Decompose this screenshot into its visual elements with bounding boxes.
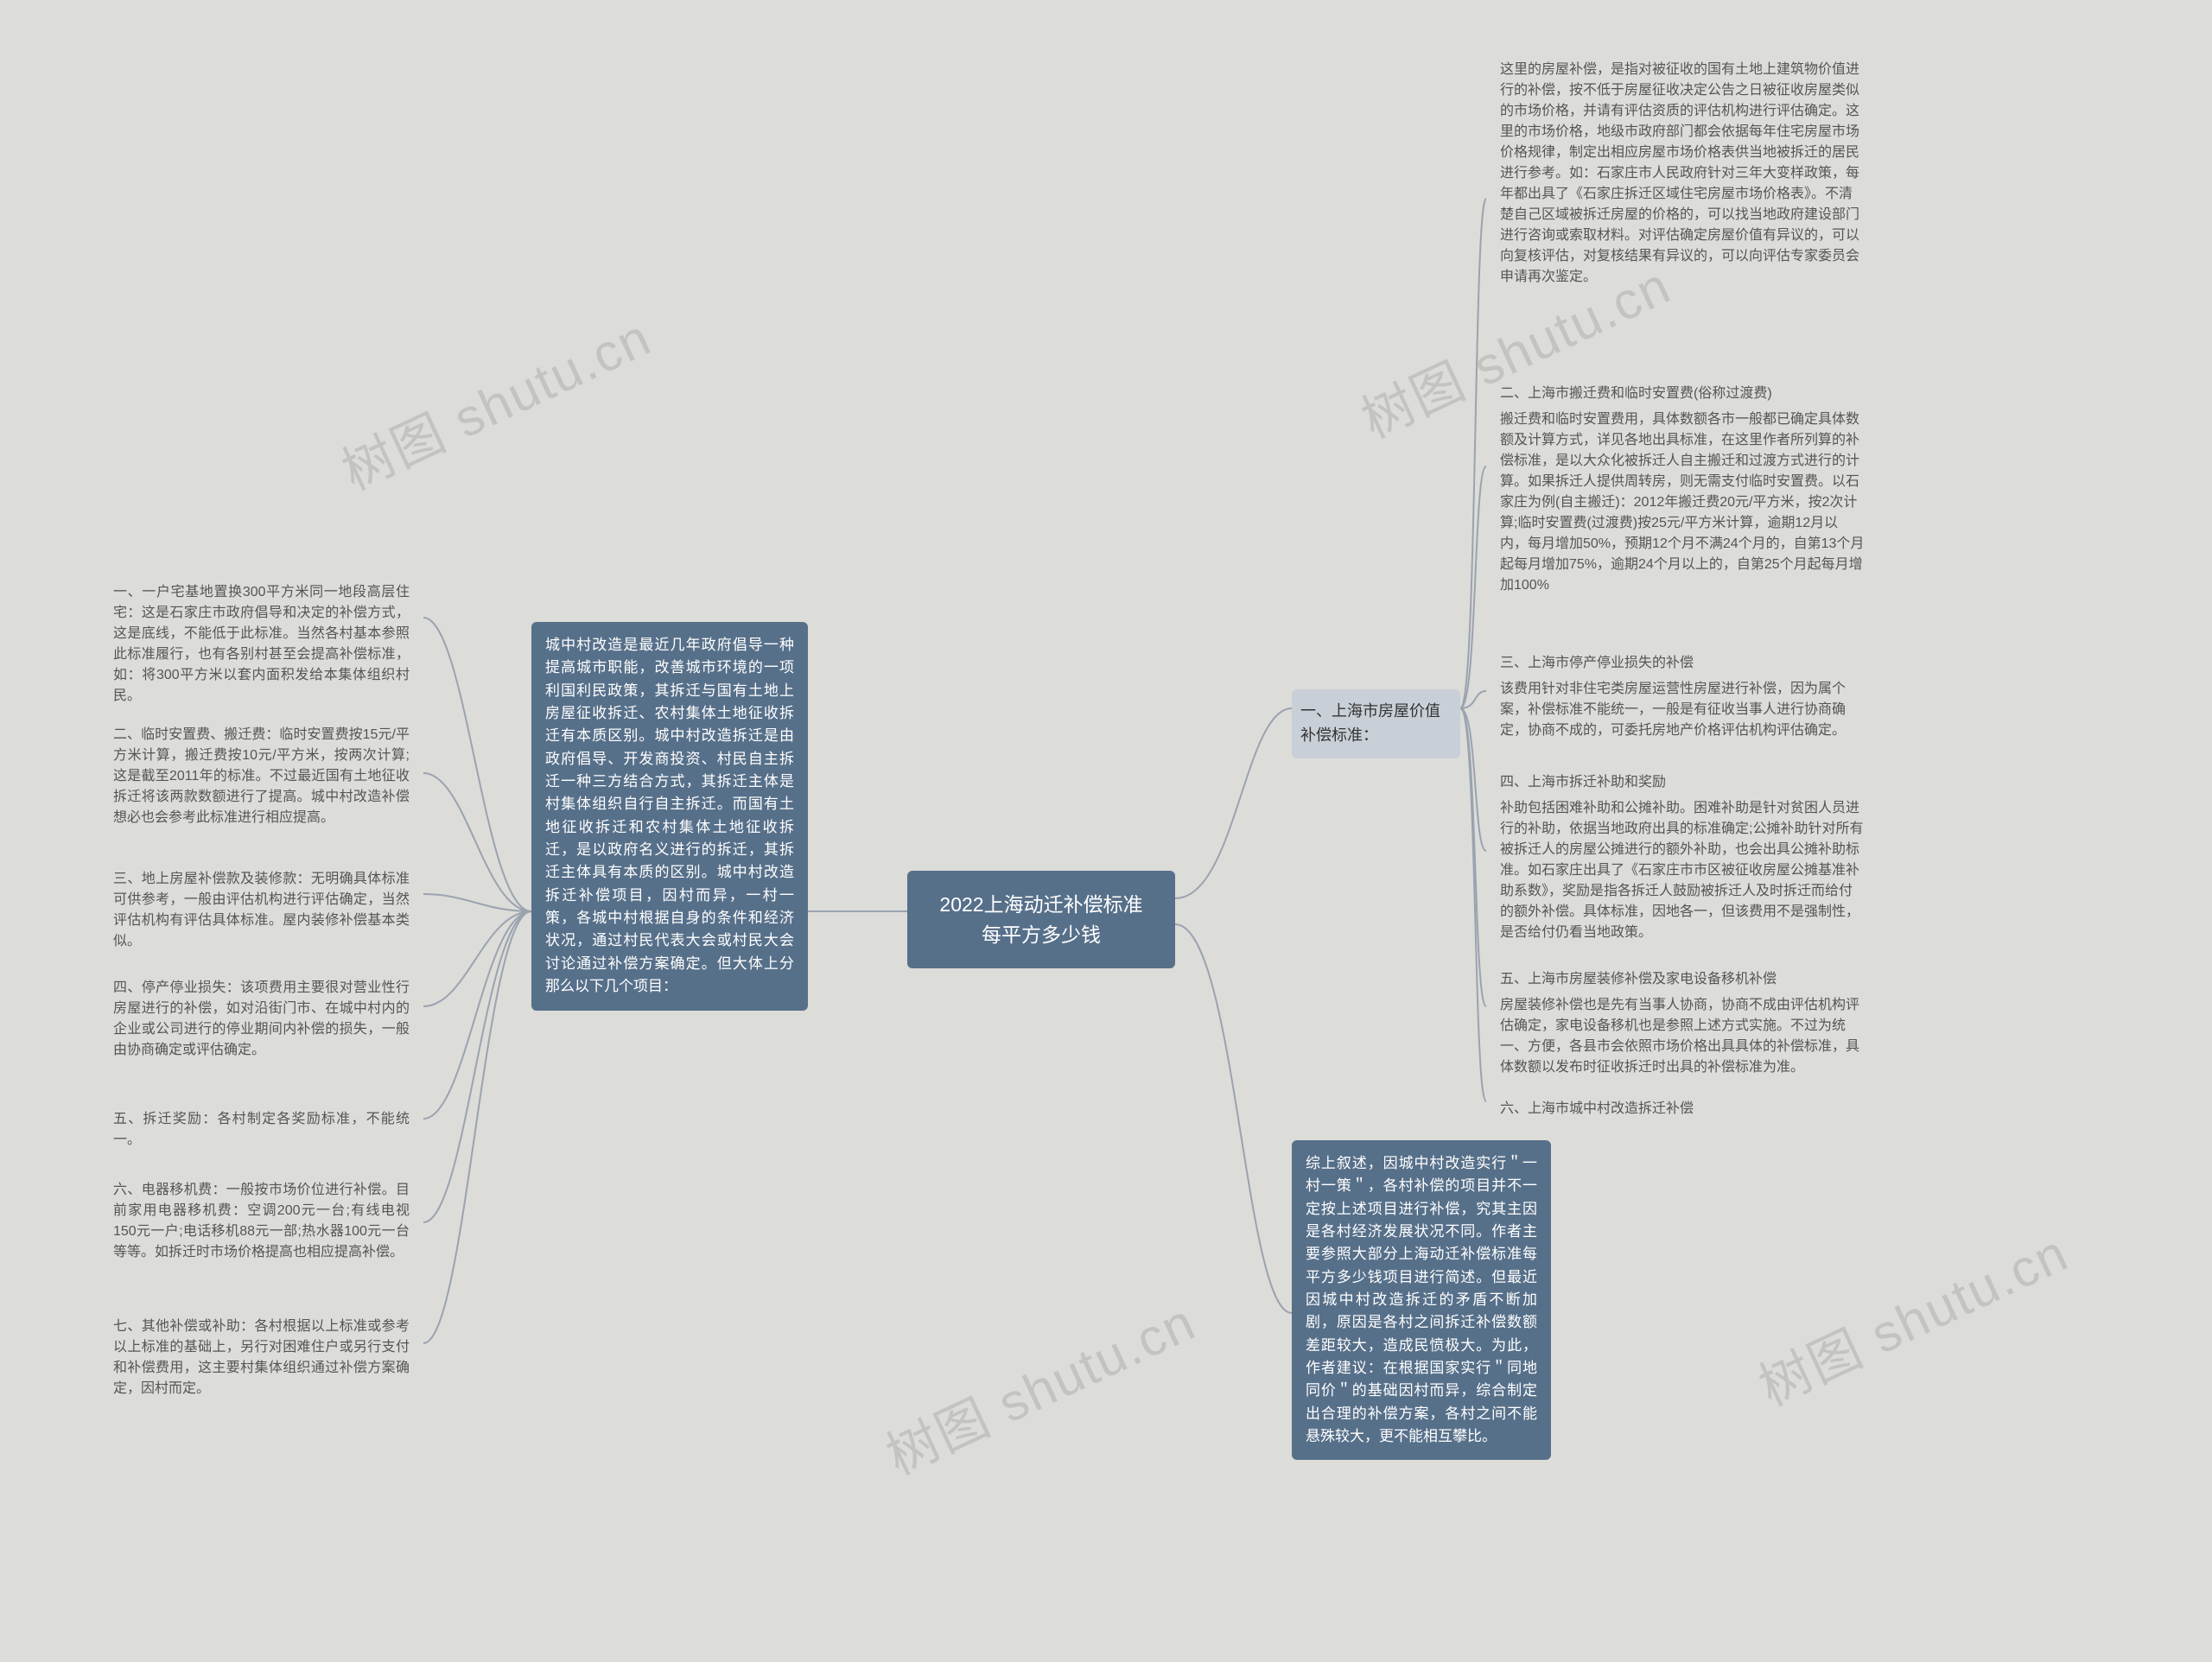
rb4-label: 四、上海市拆迁补助和奖励 xyxy=(1500,772,1866,793)
rb3-text: 该费用针对非住宅类房屋运营性房屋进行补偿，因为属个案，补偿标准不能统一，一般是有… xyxy=(1500,682,1846,738)
right-block-4: 四、上海市拆迁补助和奖励 补助包括困难补助和公摊补助。困难补助是针对贫困人员进行… xyxy=(1486,760,1879,955)
left-item-6: 六、电器移机费：一般按市场价位进行补偿。目前家用电器移机费：空调200元一台;有… xyxy=(99,1168,423,1275)
right-block-6: 六、上海市城中村改造拆迁补偿 xyxy=(1486,1087,1879,1132)
rb6-label: 六、上海市城中村改造拆迁补偿 xyxy=(1500,1101,1694,1116)
rb2-text: 搬迁费和临时安置费用，具体数额各市一般都已确定具体数额及计算方式，详见各地出具标… xyxy=(1500,412,1864,593)
rb5-text: 房屋装修补偿也是先有当事人协商，协商不成由评估机构评估确定，家电设备移机也是参照… xyxy=(1500,998,1859,1075)
left-item-3: 三、地上房屋补偿款及装修款：无明确具体标准可供参考，一般由评估机构进行评估确定，… xyxy=(99,857,423,964)
root-node: 2022上海动迁补偿标准每平方多少钱 xyxy=(907,871,1175,968)
watermark: 树图 shutu.cn xyxy=(873,1281,1206,1490)
right-block-3: 三、上海市停产停业损失的补偿 该费用针对非住宅类房屋运营性房屋进行补偿，因为属个… xyxy=(1486,641,1879,753)
right-heading-node: 一、上海市房屋价值补偿标准： xyxy=(1292,689,1460,758)
rb2-label: 二、上海市搬迁费和临时安置费(俗称过渡费) xyxy=(1500,384,1866,404)
rb3-label: 三、上海市停产停业损失的补偿 xyxy=(1500,653,1866,674)
left-item-7: 七、其他补偿或补助：各村根据以上标准或参考以上标准的基础上，另行对困难住户或另行… xyxy=(99,1304,423,1411)
right-block-1: 这里的房屋补偿，是指对被征收的国有土地上建筑物价值进行的补偿，按不低于房屋征收决… xyxy=(1486,48,1879,300)
left-item-5: 五、拆迁奖励：各村制定各奖励标准，不能统一。 xyxy=(99,1097,423,1163)
mid-r2 xyxy=(1344,484,1460,508)
left-intro-node: 城中村改造是最近几年政府倡导一种提高城市职能，改善城市环境的一项利国利民政策，其… xyxy=(531,622,808,1011)
conclusion-node: 综上叙述，因城中村改造实行＂一村一策＂，各村补偿的项目并不一定按上述项目进行补偿… xyxy=(1292,1140,1551,1460)
rb5-label: 五、上海市房屋装修补偿及家电设备移机补偿 xyxy=(1500,969,1866,990)
watermark: 树图 shutu.cn xyxy=(328,296,662,505)
left-item-4: 四、停产停业损失：该项费用主要很对营业性行房屋进行的补偿，如对沿街门市、在城中村… xyxy=(99,966,423,1073)
watermark: 树图 shutu.cn xyxy=(1745,1212,2079,1421)
right-block-2: 二、上海市搬迁费和临时安置费(俗称过渡费) 搬迁费和临时安置费用，具体数额各市一… xyxy=(1486,371,1879,608)
left-item-1: 一、一户宅基地置换300平方米同一地段高层住宅：这是石家庄市政府倡导和决定的补偿… xyxy=(99,570,423,719)
rb4-text: 补助包括困难补助和公摊补助。困难补助是针对贫困人员进行的补助，依据当地政府出具的… xyxy=(1500,801,1863,940)
rb1-text: 这里的房屋补偿，是指对被征收的国有土地上建筑物价值进行的补偿，按不低于房屋征收决… xyxy=(1500,62,1859,284)
left-item-2: 二、临时安置费、搬迁费：临时安置费按15元/平方米计算，搬迁费按10元/平方米，… xyxy=(99,713,423,841)
right-block-5: 五、上海市房屋装修补偿及家电设备移机补偿 房屋装修补偿也是先有当事人协商，协商不… xyxy=(1486,957,1879,1090)
